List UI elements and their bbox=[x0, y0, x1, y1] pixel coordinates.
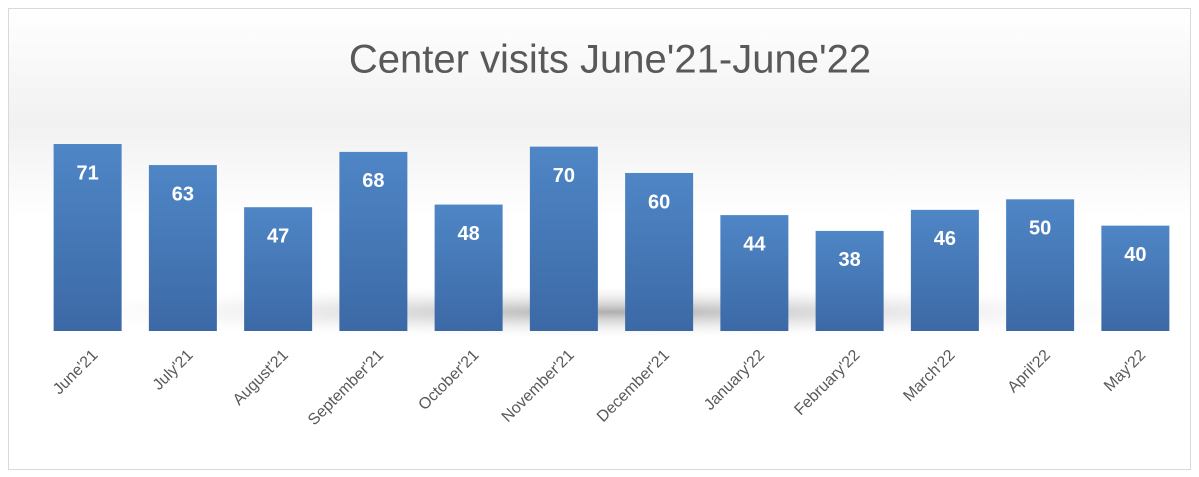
bar bbox=[53, 144, 122, 331]
data-label: 48 bbox=[458, 223, 480, 245]
bar bbox=[244, 207, 313, 331]
data-label: 40 bbox=[1124, 244, 1146, 266]
bar bbox=[1006, 199, 1075, 331]
chart-title: Center visits June'21-June'22 bbox=[349, 38, 871, 82]
data-label: 68 bbox=[362, 170, 384, 192]
data-label: 47 bbox=[267, 225, 289, 247]
data-label: 63 bbox=[172, 183, 194, 205]
data-label: 70 bbox=[553, 165, 575, 187]
bar bbox=[815, 230, 884, 331]
bar bbox=[1101, 225, 1170, 331]
data-label: 46 bbox=[934, 228, 956, 250]
data-label: 50 bbox=[1029, 218, 1051, 240]
bar bbox=[434, 204, 503, 331]
bar bbox=[720, 215, 789, 331]
data-label: 71 bbox=[77, 162, 99, 184]
data-label: 44 bbox=[743, 233, 766, 255]
bar bbox=[529, 146, 598, 331]
bar bbox=[910, 209, 979, 331]
data-label: 60 bbox=[648, 191, 670, 213]
bar bbox=[625, 172, 694, 331]
bar bbox=[339, 151, 408, 331]
bar bbox=[148, 165, 217, 331]
data-label: 38 bbox=[839, 249, 861, 271]
